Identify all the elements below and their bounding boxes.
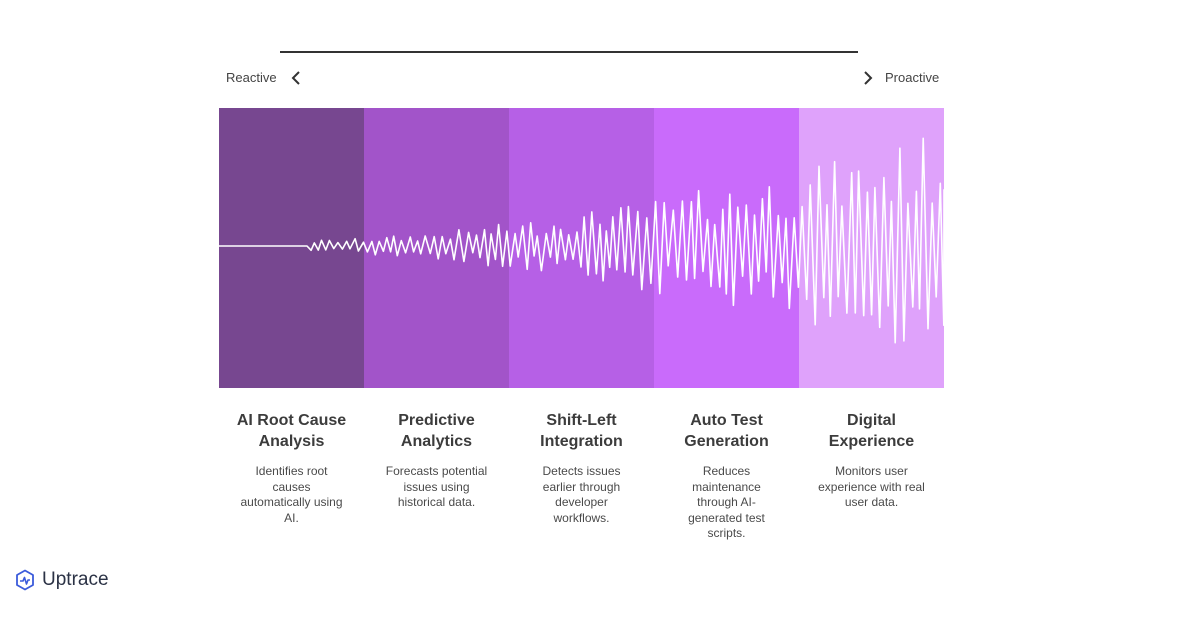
stage-band-ai-root-cause bbox=[219, 108, 364, 388]
stage-description: Monitors user experience with real user … bbox=[818, 464, 925, 509]
signal-waveform-line bbox=[219, 137, 944, 344]
stage-title: AI Root Cause Analysis bbox=[236, 412, 347, 450]
stage-title: Predictive Analytics bbox=[398, 412, 475, 450]
signal-waveform bbox=[219, 137, 944, 344]
stage-auto-test: Auto Test Generation Reduces maintenance… bbox=[654, 410, 799, 542]
stage-band-auto-test bbox=[654, 108, 799, 388]
spectrum-top-rule bbox=[280, 51, 858, 53]
proactive-label: Proactive bbox=[885, 70, 940, 85]
stage-title: Digital Experience bbox=[828, 412, 915, 450]
stage-description: Reduces maintenance through AI-generated… bbox=[688, 464, 765, 540]
stage-digital-experience: Digital Experience Monitors user experie… bbox=[799, 410, 944, 511]
stage-spectrum bbox=[219, 108, 944, 388]
stage-band-digital-experience bbox=[799, 108, 944, 388]
stage-predictive-analytics: Predictive Analytics Forecasts potential… bbox=[364, 410, 509, 511]
stage-title: Auto Test Generation bbox=[684, 412, 769, 450]
brand-logo[interactable]: Uptrace bbox=[15, 568, 109, 592]
uptrace-logo-icon bbox=[16, 569, 34, 591]
chevron-left-icon bbox=[291, 71, 300, 85]
stage-title: Shift-Left Integration bbox=[540, 412, 623, 450]
brand-name: Uptrace bbox=[42, 569, 109, 590]
stage-description: Identifies root causes automatically usi… bbox=[240, 464, 343, 525]
stage-ai-root-cause: AI Root Cause Analysis Identifies root c… bbox=[219, 410, 364, 526]
stage-shift-left: Shift-Left Integration Detects issues ea… bbox=[509, 410, 654, 526]
chevron-right-icon bbox=[864, 71, 873, 85]
stage-description: Forecasts potential issues using histori… bbox=[385, 464, 488, 509]
reactive-label: Reactive bbox=[226, 70, 277, 85]
stage-description: Detects issues earlier through developer… bbox=[542, 464, 621, 525]
